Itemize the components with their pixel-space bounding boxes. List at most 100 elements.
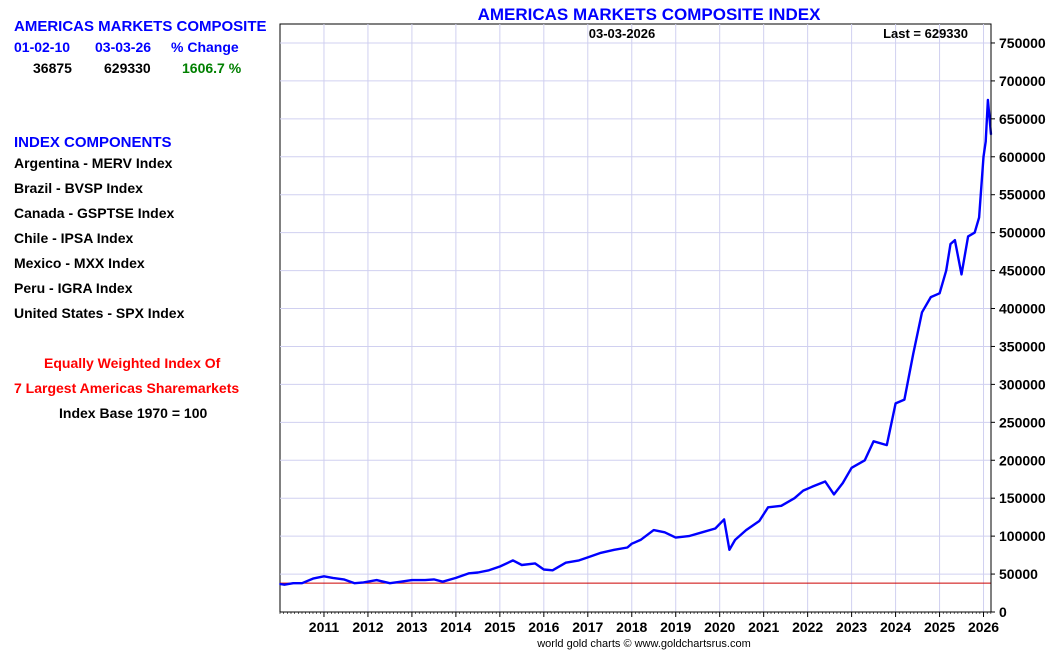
data-point: [811, 485, 813, 488]
data-point: [967, 235, 969, 238]
data-point: [833, 493, 835, 496]
components-heading: INDEX COMPONENTS: [14, 134, 172, 151]
chart-title: AMERICAS MARKETS COMPOSITE INDEX: [478, 5, 822, 24]
data-point: [945, 269, 948, 272]
data-point: [978, 216, 980, 219]
data-point: [949, 243, 952, 245]
data-point: [912, 353, 915, 355]
data-point: [688, 535, 690, 537]
data-point: [600, 551, 602, 554]
data-point: [613, 548, 616, 551]
data-point: [283, 583, 286, 586]
x-tick-label: 2020: [704, 619, 735, 635]
data-point: [323, 575, 325, 578]
data-point: [499, 565, 501, 568]
component-chile: Chile - IPSA Index: [14, 230, 134, 246]
data-point: [938, 292, 941, 295]
data-point: [441, 580, 444, 583]
data-point: [488, 569, 490, 572]
data-point: [960, 273, 963, 276]
data-point: [929, 296, 932, 298]
data-point: [630, 542, 633, 545]
data-point: [564, 561, 567, 564]
x-tick-label: 2026: [968, 619, 999, 635]
component-united-states: United States - SPX Index: [14, 305, 185, 321]
x-tick-label: 2021: [748, 619, 779, 635]
x-tick-label: 2017: [572, 619, 603, 635]
y-tick-label: 550000: [999, 187, 1046, 203]
data-point: [542, 568, 545, 571]
data-point: [987, 99, 989, 101]
data-point: [433, 578, 435, 581]
y-tick-label: 250000: [999, 414, 1046, 430]
y-tick-label: 150000: [999, 490, 1046, 506]
x-tick-label: 2011: [309, 619, 340, 635]
data-point: [701, 531, 703, 534]
data-point: [411, 579, 413, 581]
data-point: [312, 577, 314, 580]
data-point: [780, 504, 783, 507]
data-point: [850, 466, 853, 469]
start-value: 36875: [33, 60, 72, 76]
y-tick-label: 0: [999, 604, 1007, 620]
x-tick-label: 2019: [660, 619, 691, 635]
data-point: [279, 583, 281, 585]
x-tick-label: 2022: [792, 619, 823, 635]
data-point: [455, 577, 457, 579]
data-point: [520, 564, 523, 566]
component-argentina: Argentina - MERV Index: [14, 155, 173, 171]
data-point: [400, 580, 402, 583]
data-point: [903, 398, 906, 401]
end-date-label: 03-03-26: [95, 39, 152, 55]
y-tick-label: 200000: [999, 452, 1046, 468]
x-tick-label: 2023: [836, 619, 867, 635]
chart-date-label: 03-03-2026: [589, 26, 656, 41]
data-point: [477, 571, 479, 574]
data-point: [534, 562, 536, 565]
change-label: % Change: [171, 39, 239, 55]
y-tick-label: 450000: [999, 263, 1046, 279]
data-point: [639, 539, 642, 541]
start-date-label: 01-02-10: [14, 39, 71, 55]
x-tick-label: 2025: [924, 619, 955, 635]
chart-last-label: Last = 629330: [883, 26, 968, 41]
data-point: [734, 539, 736, 541]
composite-title: AMERICAS MARKETS COMPOSITE: [14, 18, 267, 35]
change-value: 1606.7 %: [182, 60, 242, 76]
component-mexico: Mexico - MXX Index: [14, 255, 145, 271]
note-equally-weighted: Equally Weighted Index Of: [44, 355, 221, 371]
data-point: [652, 529, 655, 531]
footer-credit: world gold charts © www.goldchartsrus.co…: [536, 638, 751, 650]
data-point: [375, 579, 378, 581]
data-point: [973, 231, 976, 234]
x-tick-label: 2012: [352, 619, 383, 635]
y-tick-label: 500000: [999, 225, 1046, 241]
data-point: [578, 559, 580, 562]
data-point: [353, 582, 356, 585]
data-point: [885, 444, 888, 446]
data-point: [389, 582, 391, 585]
data-point: [954, 239, 956, 242]
plot-area: [279, 23, 992, 613]
data-point: [728, 548, 731, 551]
y-tick-label: 650000: [999, 111, 1046, 127]
data-point: [982, 155, 985, 158]
x-tick-label: 2016: [528, 619, 559, 635]
y-tick-label: 750000: [999, 35, 1046, 51]
data-point: [301, 582, 303, 585]
data-point: [468, 572, 470, 575]
data-point: [674, 536, 677, 539]
y-tick-label: 100000: [999, 528, 1046, 544]
data-point: [767, 506, 769, 509]
data-point: [824, 480, 827, 483]
component-peru: Peru - IGRA Index: [14, 280, 133, 296]
data-point: [863, 459, 866, 462]
data-point: [342, 578, 345, 581]
data-point: [984, 140, 987, 143]
x-tick-label: 2013: [396, 619, 427, 635]
data-point: [793, 497, 796, 500]
component-brazil: Brazil - BVSP Index: [14, 180, 143, 196]
data-point: [331, 577, 334, 579]
data-point: [551, 569, 554, 572]
data-point: [872, 440, 875, 443]
